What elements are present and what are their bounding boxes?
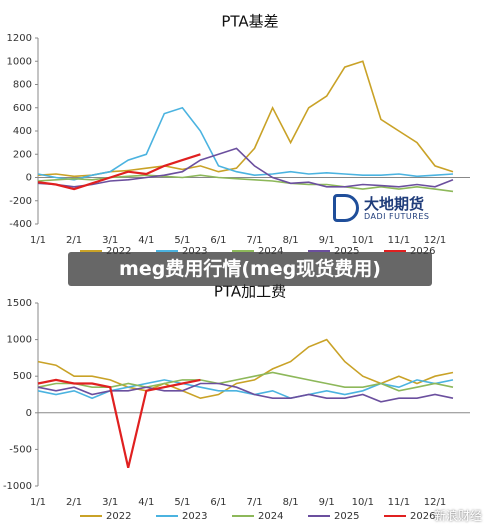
y-tick-label: -1000 (3, 481, 32, 492)
legend-label: 2026 (410, 246, 435, 257)
y-tick-label: 1000 (7, 335, 32, 346)
legend-label: 2026 (410, 511, 435, 522)
legend-label: 2025 (334, 511, 359, 522)
logo-subtitle: DADI FUTURES (364, 211, 430, 221)
x-tick-label: 3/1 (102, 235, 118, 246)
y-tick-label: 400 (13, 126, 32, 137)
chart-title: PTA基差 (221, 13, 278, 31)
y-tick-label: 1500 (7, 298, 32, 309)
series-line (37, 378, 201, 468)
x-tick-label: 7/1 (246, 235, 262, 246)
y-tick-label: 800 (13, 80, 32, 91)
x-tick-label: 4/1 (138, 497, 154, 508)
y-tick-label: 0 (26, 408, 32, 419)
series-line (37, 147, 454, 188)
x-tick-label: 2/1 (66, 497, 82, 508)
y-tick-label: -500 (9, 444, 32, 455)
logo-icon (333, 194, 359, 222)
x-tick-label: 9/1 (319, 235, 335, 246)
x-tick-label: 5/1 (174, 497, 190, 508)
logo: 大地期货 DADI FUTURES (333, 194, 429, 222)
x-tick-label: 8/1 (283, 497, 299, 508)
series-line (37, 60, 454, 178)
legend-label: 2025 (334, 246, 359, 257)
x-tick-label: 3/1 (102, 497, 118, 508)
legend-label: 2022 (106, 511, 131, 522)
series-line (37, 382, 454, 403)
legend-label: 2024 (258, 246, 283, 257)
series-line (37, 106, 454, 181)
y-tick-label: 1000 (7, 56, 32, 67)
y-tick-label: 0 (26, 173, 32, 184)
series-line (37, 379, 454, 400)
banner: meg费用行情(meg现货费用) (68, 252, 432, 286)
x-tick-label: 1/1 (30, 497, 46, 508)
legend-label: 2022 (106, 246, 131, 257)
x-tick-label: 1/1 (30, 235, 46, 246)
series-line (37, 338, 454, 400)
x-tick-label: 10/1 (352, 497, 374, 508)
legend-label: 2024 (258, 511, 283, 522)
y-tick-label: 600 (13, 103, 32, 114)
watermark: 新浪财经 (433, 509, 482, 523)
x-tick-label: 7/1 (246, 497, 262, 508)
y-tick-label: 500 (13, 371, 32, 382)
x-tick-label: 12/1 (424, 235, 446, 246)
x-tick-label: 4/1 (138, 235, 154, 246)
legend-label: 2023 (182, 511, 207, 522)
logo-name: 大地期货 (364, 194, 425, 213)
x-tick-label: 8/1 (283, 235, 299, 246)
series-line (37, 153, 201, 191)
y-tick-label: 200 (13, 149, 32, 160)
y-tick-label: -200 (9, 196, 32, 207)
chart-title: PTA加工费 (214, 283, 286, 301)
legend-label: 2023 (182, 246, 207, 257)
y-tick-label: -400 (9, 219, 32, 230)
x-tick-label: 12/1 (424, 497, 446, 508)
x-tick-label: 5/1 (174, 235, 190, 246)
x-tick-label: 9/1 (319, 497, 335, 508)
x-tick-label: 11/1 (388, 497, 410, 508)
x-tick-label: 11/1 (388, 235, 410, 246)
y-tick-label: 1200 (7, 33, 32, 44)
x-tick-label: 2/1 (66, 235, 82, 246)
x-tick-label: 6/1 (210, 235, 226, 246)
x-tick-label: 6/1 (210, 497, 226, 508)
x-tick-label: 10/1 (352, 235, 374, 246)
